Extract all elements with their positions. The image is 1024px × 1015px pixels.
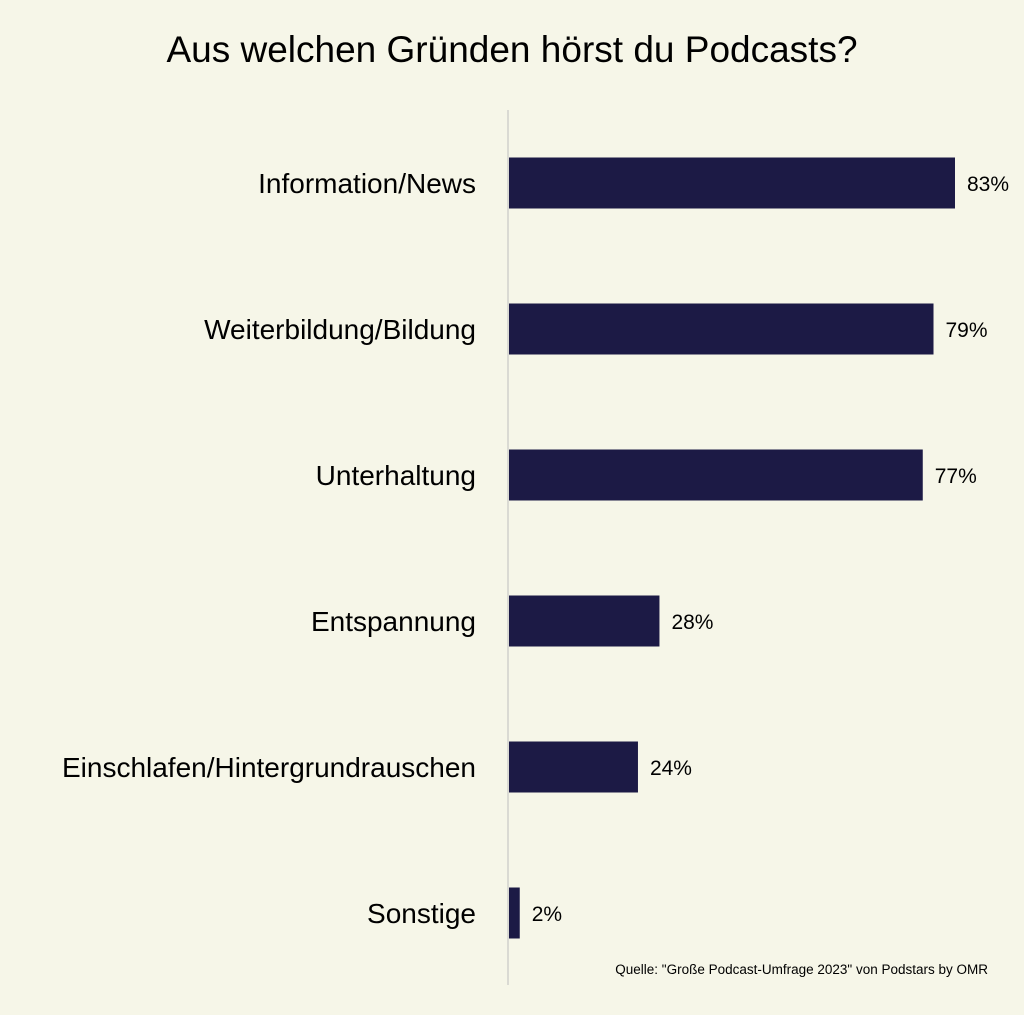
value-label: 28% <box>671 611 713 634</box>
bar <box>509 157 955 209</box>
value-label: 83% <box>967 173 1009 196</box>
category-label: Unterhaltung <box>316 460 476 491</box>
bar <box>509 887 520 939</box>
category-label: Information/News <box>258 168 476 199</box>
bar <box>509 303 934 355</box>
chart-title: Aus welchen Gründen hörst du Podcasts? <box>166 29 858 70</box>
value-label: 77% <box>935 465 977 488</box>
bar <box>509 741 638 793</box>
category-label: Sonstige <box>367 898 476 929</box>
category-label: Einschlafen/Hintergrundrauschen <box>62 752 476 783</box>
source-note: Quelle: "Große Podcast-Umfrage 2023" von… <box>615 962 988 977</box>
bars-group: Information/News 83% Weiterbildung/Bildung… <box>62 157 1009 939</box>
value-label: 24% <box>650 757 692 780</box>
category-label: Weiterbildung/Bildung <box>204 314 476 345</box>
value-label: 79% <box>946 319 988 342</box>
value-label: 2% <box>532 903 562 926</box>
bar <box>509 595 660 647</box>
bar <box>509 449 923 501</box>
category-label: Entspannung <box>311 606 476 637</box>
